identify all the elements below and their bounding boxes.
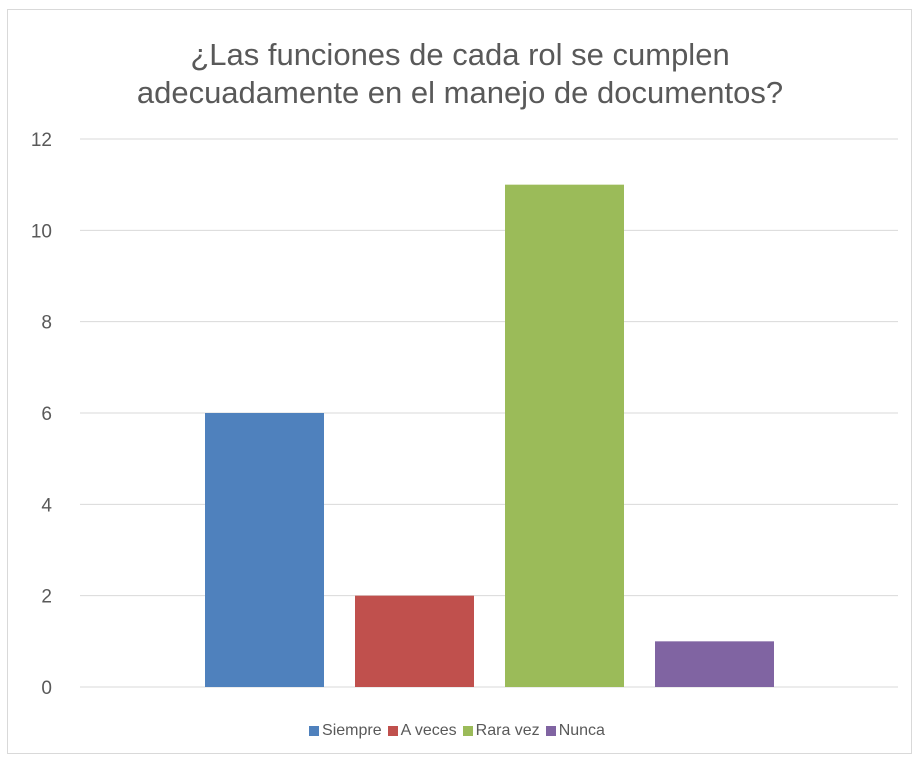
bar-rara-vez <box>505 184 624 687</box>
y-axis-tick-labels: 0 2 4 6 8 10 12 <box>31 130 53 699</box>
legend: Siempre A veces Rara vez Nunca <box>0 722 920 740</box>
legend-label: Nunca <box>558 722 605 739</box>
legend-swatch <box>462 726 473 736</box>
legend-item: Rara vez <box>462 722 540 740</box>
legend-label: Siempre <box>322 722 382 739</box>
legend-swatch <box>387 726 398 736</box>
y-tick-label: 10 <box>31 221 52 242</box>
y-tick-label: 8 <box>41 313 52 334</box>
y-tick-label: 6 <box>41 404 52 425</box>
y-tick-label: 0 <box>41 678 52 699</box>
bar-siempre <box>205 413 324 687</box>
chart-title-line-2: adecuadamente en el manejo de documentos… <box>136 75 784 110</box>
legend-item: Nunca <box>545 722 605 740</box>
chart-title: ¿Las funciones de cada rol se cumplen ad… <box>0 36 920 112</box>
legend-label: A veces <box>400 722 457 739</box>
legend-swatch <box>545 726 556 736</box>
bar-nunca <box>655 641 774 687</box>
y-tick-label: 4 <box>41 495 52 516</box>
legend-label: Rara vez <box>475 722 540 739</box>
bar-a-veces <box>355 595 474 687</box>
chart-title-line-1: ¿Las funciones de cada rol se cumplen <box>190 37 730 72</box>
bars <box>205 184 774 687</box>
legend-swatch <box>309 726 320 736</box>
legend-item: Siempre <box>309 722 382 740</box>
gridlines <box>80 138 898 688</box>
legend-item: A veces <box>387 722 457 740</box>
y-tick-label: 2 <box>41 587 52 608</box>
y-tick-label: 12 <box>31 130 52 151</box>
